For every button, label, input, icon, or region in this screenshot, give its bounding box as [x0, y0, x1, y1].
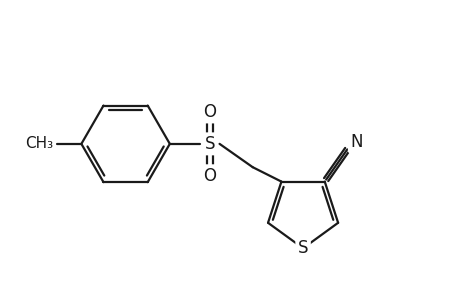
Text: O: O — [203, 103, 216, 121]
Text: S: S — [297, 239, 308, 257]
Text: CH₃: CH₃ — [26, 136, 54, 152]
Text: S: S — [204, 135, 214, 153]
Text: O: O — [203, 167, 216, 185]
Text: N: N — [350, 133, 362, 151]
